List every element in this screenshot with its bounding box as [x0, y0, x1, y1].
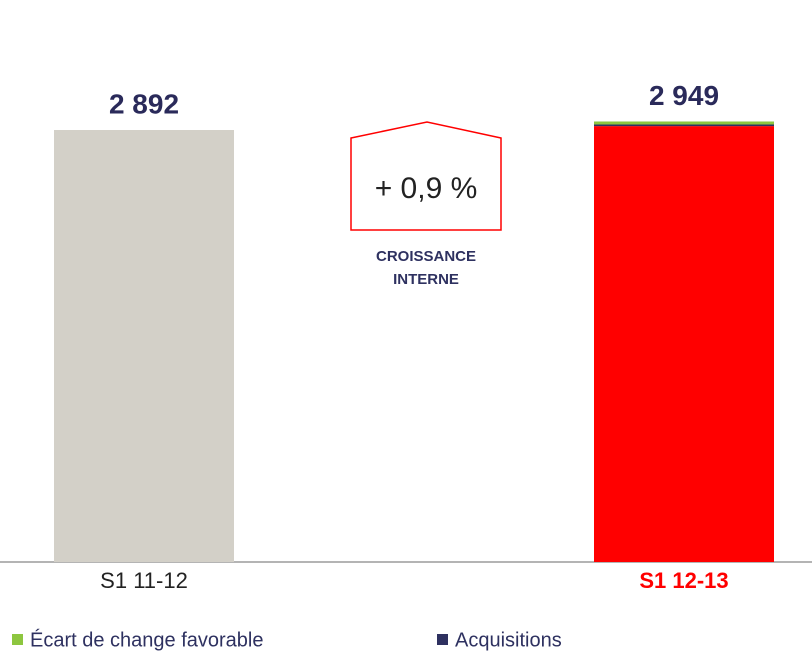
annotation-shape [350, 121, 502, 231]
total-label: 2 949 [649, 80, 719, 111]
annotation-label: CROISSANCE [376, 248, 476, 265]
annotation-label: INTERNE [393, 271, 459, 288]
legend-label: Écart de change favorable [30, 628, 264, 651]
legend-swatch [12, 634, 23, 645]
bar-segment [594, 126, 774, 562]
x-tick-label: S1 12-13 [639, 568, 728, 593]
x-tick-label: S1 11-12 [100, 568, 188, 593]
total-label: 2 892 [109, 88, 179, 119]
legend-swatch [437, 634, 448, 645]
bar-segment [594, 124, 774, 127]
annotation-text: + 0,9 % [375, 172, 478, 205]
bar-segment [54, 130, 234, 562]
legend-label: Acquisitions [455, 629, 562, 651]
bar-segment [594, 121, 774, 125]
